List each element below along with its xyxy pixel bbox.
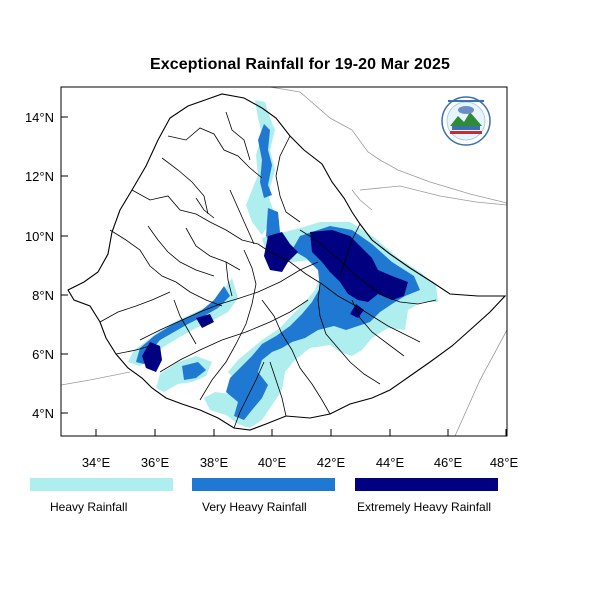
x-tick-labels: 34°E 36°E 38°E 40°E 42°E 44°E 46°E 48°E [82, 455, 519, 470]
legend-label-extreme: Extremely Heavy Rainfall [357, 500, 492, 514]
y-tick-label: 10°N [25, 229, 54, 244]
legend-swatch-extreme [355, 478, 498, 491]
x-tick-label: 40°E [258, 455, 287, 470]
y-tick-labels: 14°N 12°N 10°N 8°N 6°N 4°N [25, 110, 54, 421]
map-frame [60, 86, 508, 437]
admin-boundaries [67, 93, 507, 431]
x-tick-label: 34°E [82, 455, 111, 470]
legend-swatch-very-heavy [192, 478, 335, 491]
legend-label-heavy: Heavy Rainfall [50, 500, 128, 514]
x-tick-label: 46°E [434, 455, 463, 470]
x-tick-label: 42°E [317, 455, 346, 470]
axis-ticks [61, 116, 507, 436]
y-tick-label: 12°N [25, 169, 54, 184]
x-tick-label: 44°E [376, 455, 405, 470]
y-tick-label: 6°N [32, 347, 54, 362]
x-tick-label: 38°E [200, 455, 229, 470]
legend-label-very-heavy: Very Heavy Rainfall [202, 500, 307, 514]
extreme-rainfall-areas [142, 230, 408, 372]
y-tick-label: 4°N [32, 406, 54, 421]
x-tick-label: 36°E [141, 455, 170, 470]
legend-swatch-heavy [30, 478, 173, 491]
map-title: Exceptional Rainfall for 19-20 Mar 2025 [149, 56, 451, 73]
x-tick-label: 48°E [490, 455, 519, 470]
neighbor-boundaries [61, 87, 507, 436]
meteorology-institute-logo [441, 96, 491, 146]
legend-very-heavy: Very Heavy Rainfall [192, 478, 335, 514]
y-tick-label: 14°N [25, 110, 54, 125]
legend-extreme: Extremely Heavy Rainfall [355, 478, 498, 514]
legend-heavy: Heavy Rainfall [30, 478, 173, 514]
y-tick-label: 8°N [32, 288, 54, 303]
